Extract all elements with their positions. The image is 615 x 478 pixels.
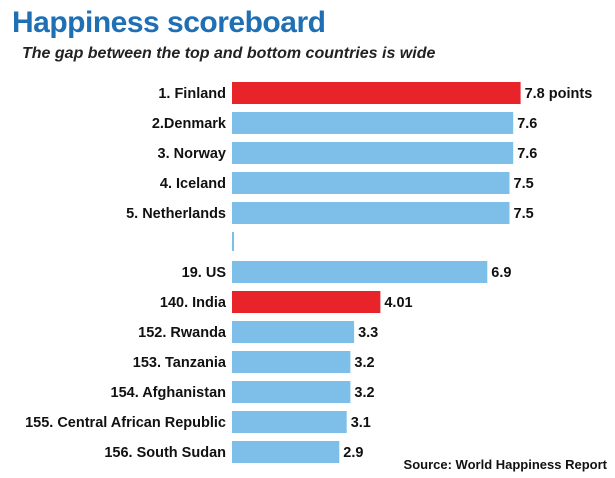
bar	[232, 261, 488, 283]
value-label: 7.8 points	[525, 86, 593, 102]
bar	[232, 321, 355, 343]
category-label: 154. Afghanistan	[111, 385, 227, 401]
category-label: 1. Finland	[158, 86, 226, 102]
value-label: 7.6	[517, 116, 537, 132]
source-note: Source: World Happiness Report	[403, 457, 607, 472]
bar	[232, 142, 514, 164]
category-label: 4. Iceland	[160, 176, 226, 192]
value-label: 2.9	[343, 445, 363, 461]
value-label: 7.5	[514, 176, 534, 192]
value-label: 7.5	[514, 206, 534, 222]
category-label: 2.Denmark	[152, 116, 227, 132]
bar-gap-marker	[232, 232, 234, 251]
bar	[232, 381, 351, 403]
chart-title: Happiness scoreboard	[12, 6, 326, 39]
bar	[232, 351, 351, 373]
bar	[232, 172, 510, 194]
value-label: 3.3	[358, 325, 378, 341]
value-label: 3.2	[354, 385, 374, 401]
category-label: 153. Tanzania	[133, 355, 227, 371]
value-label: 3.2	[354, 355, 374, 371]
bar	[232, 411, 347, 433]
category-label: 155. Central African Republic	[25, 415, 226, 431]
value-label: 6.9	[491, 265, 511, 281]
bar	[232, 441, 340, 463]
value-label: 3.1	[351, 415, 371, 431]
bar	[232, 291, 381, 313]
category-label: 3. Norway	[158, 146, 227, 162]
category-label: 152. Rwanda	[138, 325, 227, 341]
category-label: 5. Netherlands	[126, 206, 226, 222]
category-label: 156. South Sudan	[104, 445, 226, 461]
category-label: 140. India	[160, 295, 227, 311]
bar	[232, 112, 514, 134]
category-label: 19. US	[182, 265, 227, 281]
bar	[232, 202, 510, 224]
bar	[232, 82, 521, 104]
chart-subtitle: The gap between the top and bottom count…	[22, 45, 436, 62]
value-label: 7.6	[517, 146, 537, 162]
value-label: 4.01	[384, 295, 412, 311]
